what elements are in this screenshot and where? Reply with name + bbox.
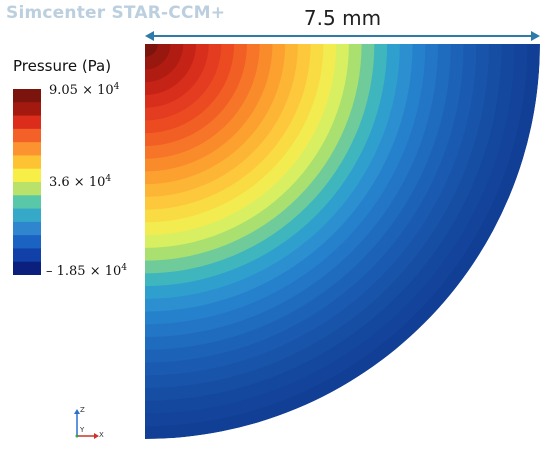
legend-min-exponent: 4: [121, 263, 128, 273]
app-title: Simcenter STAR-CCM+: [6, 3, 226, 23]
colorbar-band: [13, 261, 41, 275]
colorbar-band: [13, 102, 41, 117]
legend-min-label: – 1.85 × 104: [46, 263, 127, 279]
axis-x-label: X: [99, 431, 104, 439]
colorbar-band: [13, 235, 41, 250]
colorbar-gradient: [13, 89, 41, 275]
colorbar-band: [13, 89, 41, 103]
dimension-annotation: 7.5 mm: [145, 0, 540, 44]
axes-triad: Z Y X: [68, 404, 108, 444]
axis-z-label: Z: [80, 406, 85, 414]
colorbar-band: [13, 195, 41, 210]
colorbar-band: [13, 248, 41, 263]
legend-mid-label: 3.6 × 104: [49, 174, 111, 190]
legend-mid-mantissa: 3.6 × 10: [49, 175, 106, 190]
legend-title: Pressure (Pa): [13, 57, 112, 75]
legend-min-mantissa: – 1.85 × 10: [46, 264, 122, 279]
pressure-contour-plot[interactable]: [145, 44, 540, 439]
colorbar-band: [13, 221, 41, 236]
colorbar-band: [13, 128, 41, 143]
axes-triad-icon: [74, 409, 99, 439]
contour-quarter-disk[interactable]: [145, 44, 540, 439]
pressure-colorbar: [13, 89, 41, 275]
legend-mid-exponent: 4: [105, 174, 112, 184]
legend-max-exponent: 4: [113, 82, 120, 92]
dimension-arrow: [145, 31, 540, 41]
legend-max-mantissa: 9.05 × 10: [49, 83, 114, 98]
colorbar-band: [13, 115, 41, 130]
contour-band: [145, 44, 158, 57]
axis-y-label: Y: [80, 426, 85, 434]
colorbar-band: [13, 208, 41, 223]
colorbar-band: [13, 182, 41, 196]
dimension-label: 7.5 mm: [303, 6, 382, 30]
legend-max-label: 9.05 × 104: [49, 82, 119, 98]
colorbar-band: [13, 155, 41, 170]
colorbar-band: [13, 168, 41, 183]
colorbar-band: [13, 142, 41, 157]
